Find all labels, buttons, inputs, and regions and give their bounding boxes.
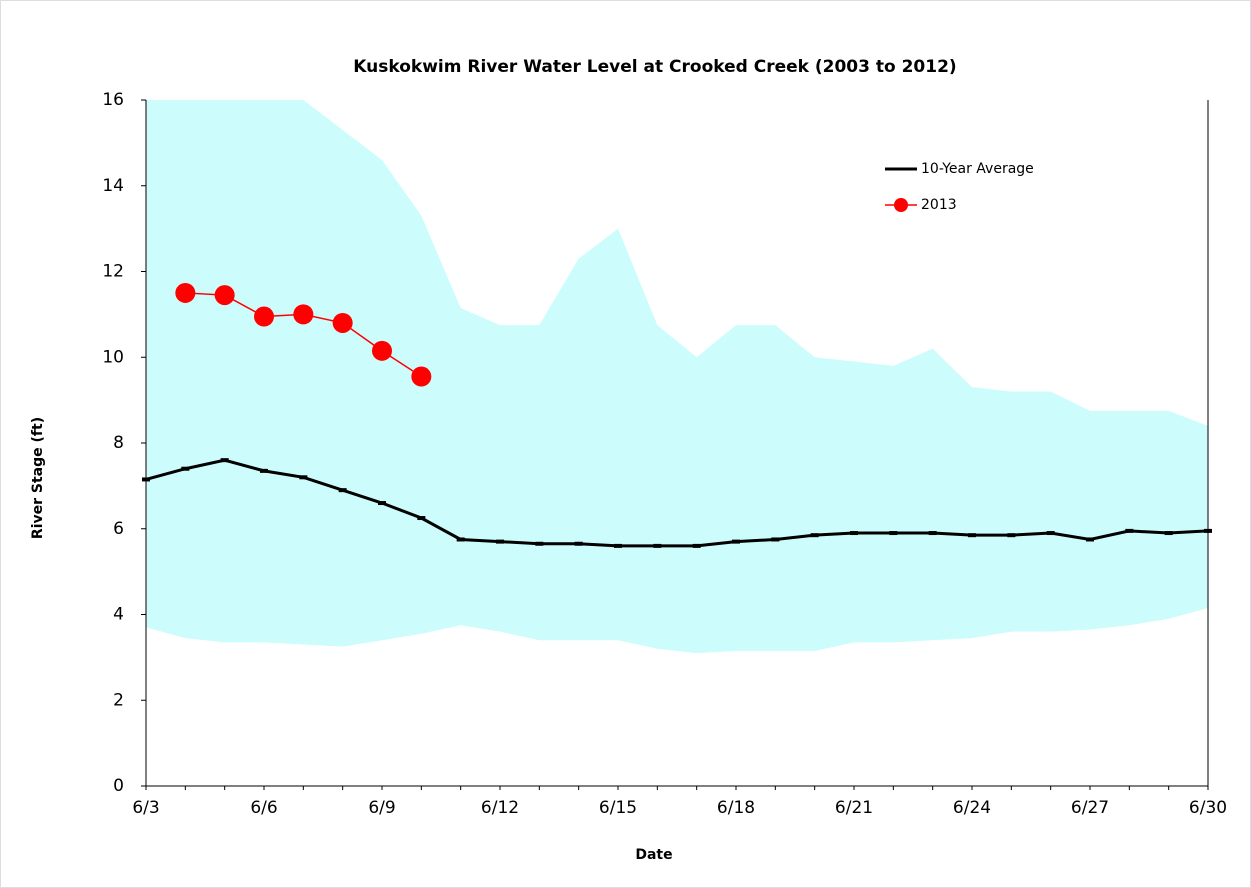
series-line [145,458,1209,548]
point [299,475,308,480]
x-tick-label: 6/6 [250,798,277,818]
x-tick-label: 6/21 [835,798,873,818]
legend-marker [894,198,908,212]
x-tick-label: 6/9 [368,798,395,818]
point [810,533,819,538]
point [220,458,229,463]
point [732,539,740,544]
y-tick-label: 10 [102,347,124,367]
y-tick-label: 4 [113,605,124,625]
legend-label: 10-Year Average [921,161,1034,177]
x-axis-title: Date [635,847,672,863]
y-tick-label: 12 [102,262,124,282]
point [496,539,504,544]
y-tick-label: 2 [113,690,124,710]
point [771,537,780,542]
point [1086,537,1094,542]
chart-title: Kuskokwim River Water Level at Crooked C… [353,57,956,77]
x-tick-label: 6/3 [132,798,159,818]
point [968,533,976,538]
point [338,488,347,493]
point [417,516,426,521]
point [850,531,858,536]
point [175,282,196,303]
point [1007,533,1016,538]
legend-label: 2013 [921,197,957,213]
point [411,366,432,387]
point [653,543,662,548]
point [1046,531,1055,536]
point [378,501,386,506]
point [254,306,274,327]
point [372,340,392,361]
point [181,466,190,471]
point [1164,531,1173,536]
y-tick-label: 16 [102,90,124,110]
point [1204,528,1212,533]
point [692,543,701,548]
y-tick-label: 14 [102,176,124,196]
point [535,541,544,546]
point [142,477,150,482]
point [456,537,465,542]
y-tick-label: 8 [113,433,124,453]
y-axis-title: River Stage (ft) [30,417,46,539]
x-tick-label: 6/24 [953,798,991,818]
y-tick-label: 6 [113,519,124,539]
x-tick-label: 6/27 [1071,798,1109,818]
x-tick-label: 6/15 [599,798,637,818]
point [260,468,268,473]
x-tick-label: 6/30 [1189,798,1227,818]
point [574,541,583,546]
point [889,531,898,536]
point [332,312,353,333]
point [928,531,937,536]
x-tick-label: 6/12 [481,798,519,818]
y-tick-label: 0 [113,776,124,796]
point [614,543,622,548]
point [214,285,235,306]
x-tick-label: 6/18 [717,798,755,818]
point [293,304,314,325]
point [1125,528,1134,533]
